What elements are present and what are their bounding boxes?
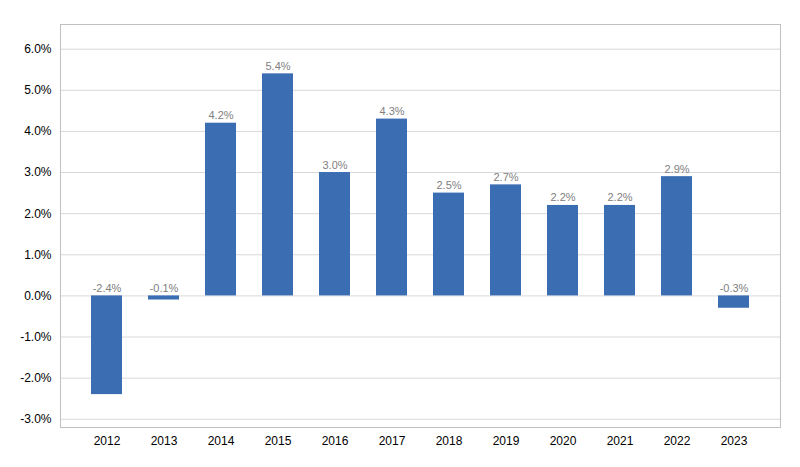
svg-text:2020: 2020 <box>550 434 577 448</box>
svg-text:2022: 2022 <box>664 434 691 448</box>
svg-text:-2.4%: -2.4% <box>93 282 122 294</box>
svg-text:2012: 2012 <box>94 434 121 448</box>
svg-text:-2.0%: -2.0% <box>20 371 52 385</box>
svg-text:2.5%: 2.5% <box>436 179 461 191</box>
svg-text:0.0%: 0.0% <box>24 289 52 303</box>
svg-text:2014: 2014 <box>208 434 235 448</box>
svg-text:2021: 2021 <box>607 434 634 448</box>
svg-text:5.4%: 5.4% <box>265 60 290 72</box>
svg-text:2.2%: 2.2% <box>607 191 632 203</box>
svg-text:6.0%: 6.0% <box>24 42 52 56</box>
svg-text:-3.0%: -3.0% <box>20 412 52 426</box>
svg-text:1.0%: 1.0% <box>24 248 52 262</box>
svg-text:-0.1%: -0.1% <box>150 282 179 294</box>
svg-text:3.0%: 3.0% <box>322 159 347 171</box>
svg-text:3.0%: 3.0% <box>24 165 52 179</box>
svg-text:4.2%: 4.2% <box>208 109 233 121</box>
svg-text:5.0%: 5.0% <box>24 83 52 97</box>
svg-text:2.7%: 2.7% <box>493 171 518 183</box>
svg-text:-0.3%: -0.3% <box>720 282 749 294</box>
svg-text:2.0%: 2.0% <box>24 207 52 221</box>
svg-text:2015: 2015 <box>265 434 292 448</box>
svg-text:2017: 2017 <box>379 434 406 448</box>
svg-text:2023: 2023 <box>721 434 748 448</box>
svg-text:2016: 2016 <box>322 434 349 448</box>
svg-text:4.3%: 4.3% <box>379 105 404 117</box>
svg-text:4.0%: 4.0% <box>24 124 52 138</box>
svg-text:-1.0%: -1.0% <box>20 330 52 344</box>
svg-text:2013: 2013 <box>151 434 178 448</box>
svg-text:2.9%: 2.9% <box>664 163 689 175</box>
svg-text:2019: 2019 <box>493 434 520 448</box>
svg-text:2.2%: 2.2% <box>550 191 575 203</box>
svg-text:2018: 2018 <box>436 434 463 448</box>
